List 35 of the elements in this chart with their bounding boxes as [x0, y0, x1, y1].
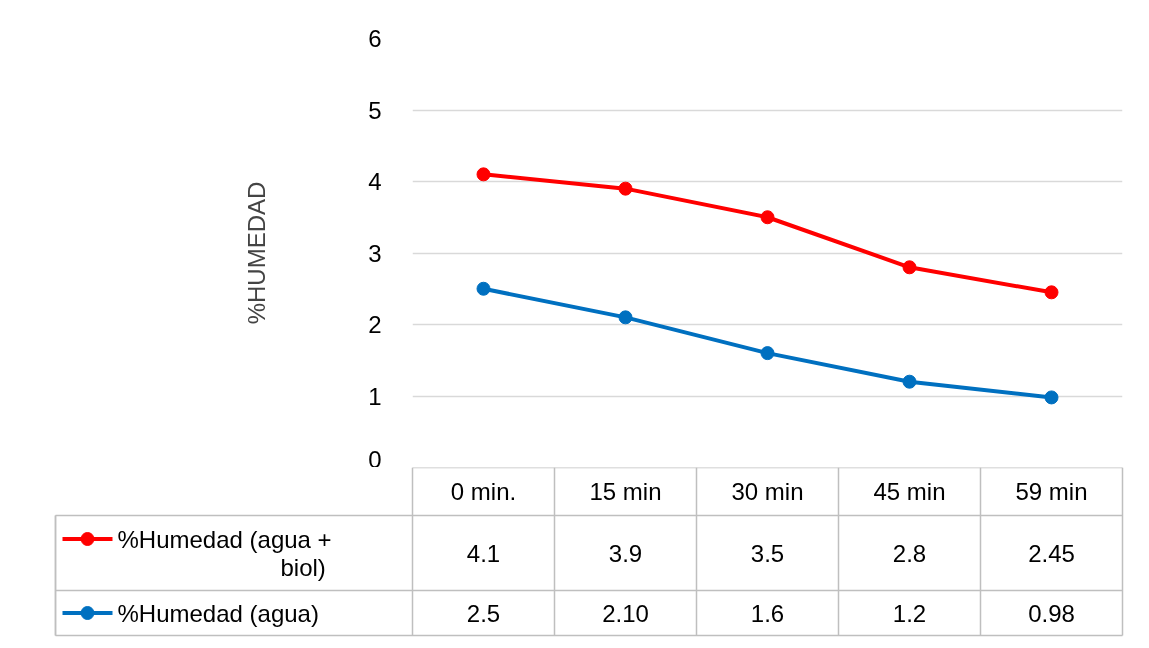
y-tick-label: 6 — [368, 25, 382, 52]
point — [618, 181, 633, 196]
data-label: 3.5 — [750, 539, 785, 567]
data-label: 1.6 — [750, 599, 785, 627]
point — [760, 346, 775, 361]
point — [902, 374, 917, 389]
x-tick-label: 0 min. — [450, 478, 517, 505]
data-label: 2.8 — [892, 539, 927, 567]
data-label: 2.5 — [466, 599, 501, 627]
data-label: 2.45 — [1028, 539, 1075, 567]
y-tick-label: 0 — [368, 445, 382, 473]
x-tick-label: 45 min — [873, 478, 946, 505]
y-axis-title: %HUMEDAD — [243, 181, 271, 325]
x-tick-label: 30 min — [731, 478, 804, 505]
x-tick-label: 59 min — [1015, 478, 1088, 505]
x-tick-label: 15 min — [589, 478, 662, 505]
point — [760, 210, 775, 225]
data-label: 3.9 — [608, 539, 643, 567]
point — [618, 310, 633, 325]
legend-label: %Humedad (agua + biol) — [117, 525, 332, 581]
data-label: 1.2 — [892, 599, 927, 627]
y-tick-label: 5 — [368, 96, 382, 124]
y-tick-label: 1 — [368, 382, 382, 410]
y-tick-label: 3 — [368, 239, 382, 267]
data-label: 0.98 — [1028, 599, 1075, 627]
point — [902, 260, 917, 275]
y-tick-label: 4 — [368, 168, 382, 195]
point — [1044, 390, 1059, 405]
legend-label: %Humedad (agua) — [117, 599, 319, 627]
y-tick-label: 2 — [368, 311, 382, 338]
point — [476, 167, 491, 182]
data-label: 2.10 — [602, 599, 649, 627]
point — [476, 281, 491, 296]
point — [1044, 285, 1059, 300]
data-label: 4.1 — [466, 539, 501, 567]
